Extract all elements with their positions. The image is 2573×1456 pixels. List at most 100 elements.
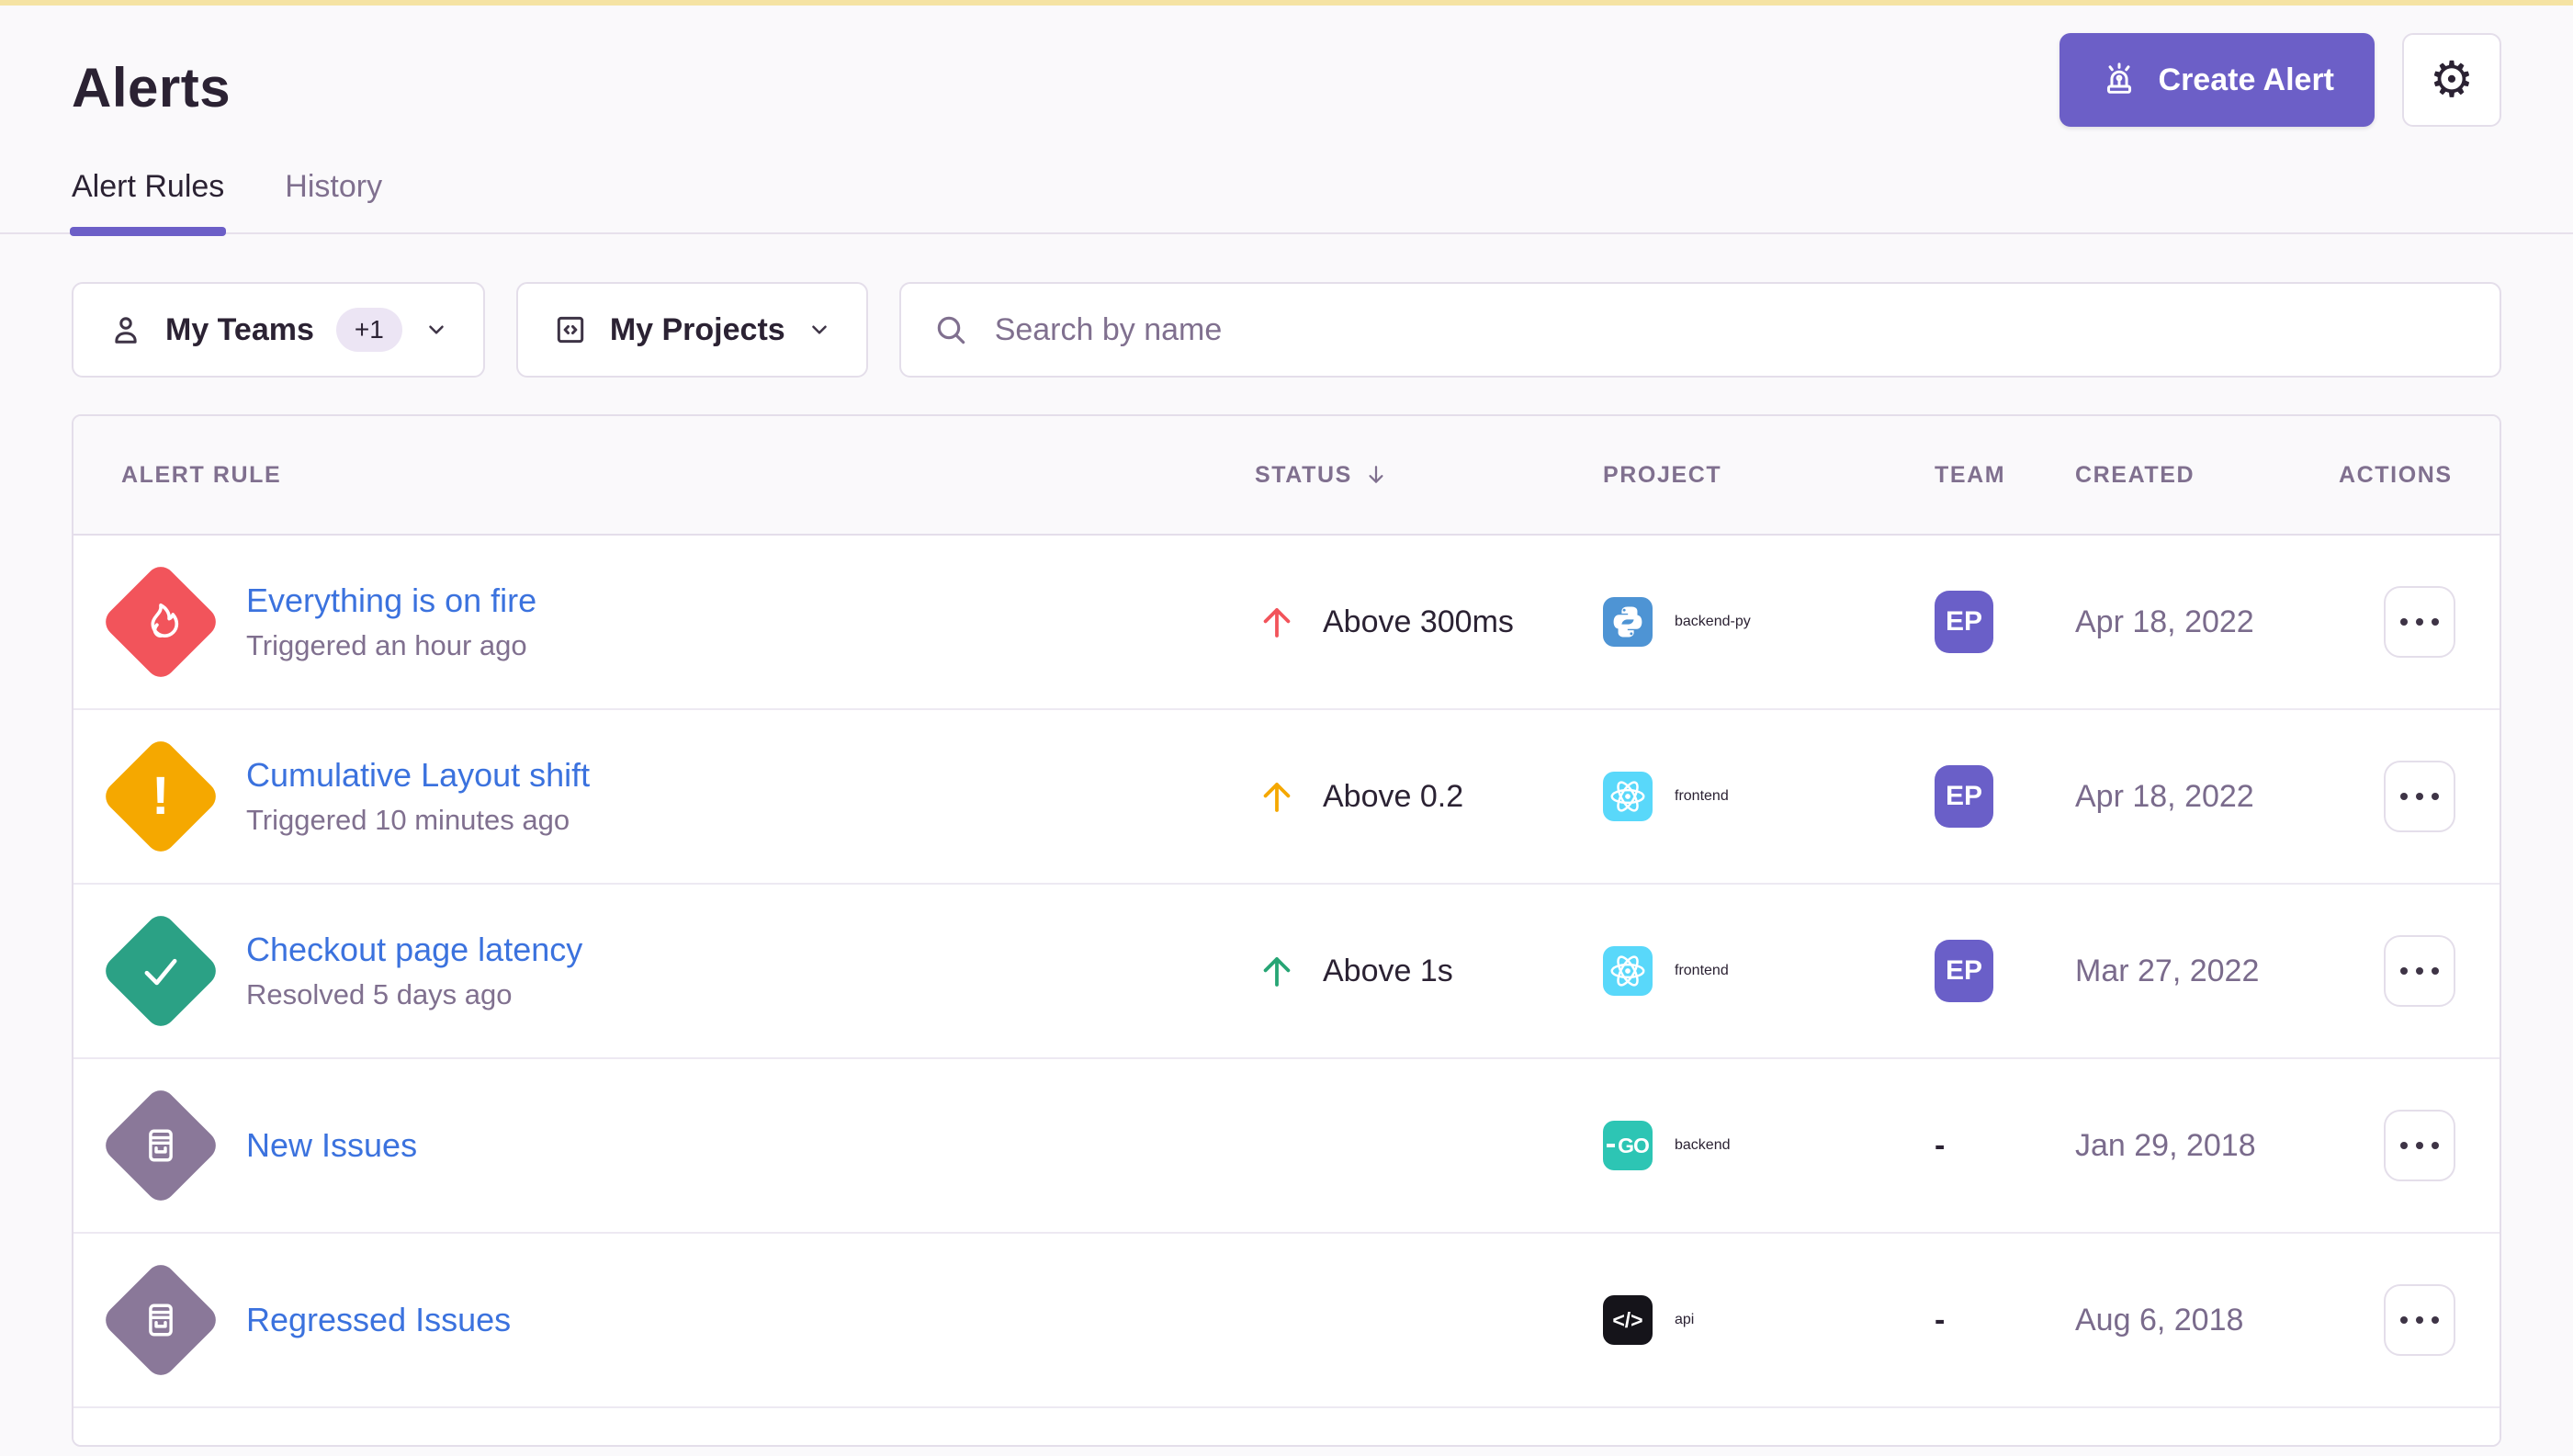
- project-cell: GO </> frontend: [1603, 772, 1935, 821]
- project-link[interactable]: backend-py: [1675, 614, 1751, 629]
- alert-type-diamond: !: [99, 909, 222, 1033]
- settings-button[interactable]: ⚙: [2402, 33, 2501, 127]
- chevron-down-icon: [424, 318, 448, 342]
- alert-rule-cell: ! Everything is on fire Triggered an h: [73, 560, 1255, 683]
- column-header-alert-rule: ALERT RULE: [121, 461, 282, 488]
- status-cell: Above 1s: [1255, 949, 1603, 993]
- actions-cell: [2339, 761, 2500, 832]
- column-header-status[interactable]: STATUS: [1255, 462, 1603, 489]
- code-icon: </>: [1612, 1307, 1643, 1332]
- status-label: Above 0.2: [1323, 778, 1464, 814]
- ellipsis-icon: [2399, 793, 2408, 800]
- python-icon: [1608, 602, 1648, 642]
- created-date: Mar 27, 2022: [2075, 953, 2260, 988]
- alert-rule-name-link[interactable]: Regressed Issues: [246, 1301, 512, 1338]
- team-cell: EP: [1935, 940, 2075, 1002]
- alert-rule-status-text: Triggered an hour ago: [246, 629, 527, 661]
- alert-rule-cell: ! Regressed Issues: [73, 1258, 1255, 1382]
- created-date: Apr 18, 2022: [2075, 778, 2254, 814]
- threshold-up-arrow-icon: [1255, 600, 1299, 644]
- actions-cell: [2339, 586, 2500, 658]
- alert-rule-cell: ! Cumulative Layout shift Triggered 10: [73, 735, 1255, 858]
- alert-rule-status-text: Resolved 5 days ago: [246, 978, 513, 1010]
- create-alert-label: Create Alert: [2158, 62, 2334, 97]
- column-header-status-label: STATUS: [1255, 461, 1352, 488]
- fire-icon: [137, 598, 185, 646]
- status-label: Above 300ms: [1323, 604, 1514, 639]
- siren-icon: [2100, 61, 2139, 99]
- search-icon: [932, 311, 969, 348]
- alert-rule-name-link[interactable]: New Issues: [246, 1126, 418, 1164]
- projects-filter-label: My Projects: [609, 311, 785, 347]
- table-row-partial: [73, 1408, 2500, 1445]
- alert-type-diamond: !: [99, 735, 222, 858]
- alert-type-diamond: !: [99, 560, 222, 683]
- table-header-row: ALERT RULE STATUS PROJECT TEAM CREATED A…: [73, 416, 2500, 536]
- project-platform-icon: GO </>: [1603, 946, 1653, 996]
- table-row: ! Regressed Issues: [73, 1234, 2500, 1408]
- project-platform-icon: GO </>: [1603, 1295, 1653, 1345]
- column-header-project: PROJECT: [1603, 461, 1722, 488]
- table-row: ! Checkout page latency Resolved 5 day: [73, 885, 2500, 1059]
- ellipsis-icon: [2399, 618, 2408, 626]
- row-actions-button[interactable]: [2383, 761, 2455, 832]
- status-cell: Above 0.2: [1255, 774, 1603, 818]
- project-platform-icon: GO </>: [1603, 772, 1653, 821]
- row-actions-button[interactable]: [2383, 935, 2455, 1007]
- go-icon: GO: [1607, 1134, 1650, 1158]
- page-header: Alerts Create Alert ⚙ Alert Rules Histor: [0, 6, 2573, 236]
- column-header-team: TEAM: [1935, 461, 2006, 488]
- project-platform-icon: GO </>: [1603, 1121, 1653, 1170]
- react-icon: [1607, 775, 1649, 818]
- react-icon: [1607, 950, 1649, 992]
- alert-rules-table: ALERT RULE STATUS PROJECT TEAM CREATED A…: [72, 414, 2501, 1447]
- table-body: ! Everything is on fire Triggered an h: [73, 536, 2500, 1408]
- team-cell: EP: [1935, 591, 2075, 653]
- table-row: ! New Issues: [73, 1059, 2500, 1234]
- projects-filter-dropdown[interactable]: My Projects: [515, 282, 868, 378]
- project-cell: GO </> api: [1603, 1295, 1935, 1345]
- team-empty-dash: -: [1935, 1127, 1946, 1163]
- project-link[interactable]: frontend: [1675, 963, 1729, 978]
- project-link[interactable]: api: [1675, 1312, 1695, 1327]
- main-content: My Teams +1 My Projects: [0, 234, 2573, 1447]
- teams-extra-count-badge: +1: [335, 308, 402, 352]
- alert-rule-cell: ! New Issues: [73, 1084, 1255, 1207]
- ellipsis-icon: [2399, 1316, 2408, 1324]
- actions-cell: [2339, 1110, 2500, 1181]
- search-input[interactable]: [992, 284, 2468, 376]
- actions-cell: [2339, 935, 2500, 1007]
- row-actions-button[interactable]: [2383, 1284, 2455, 1356]
- team-cell: EP: [1935, 765, 2075, 828]
- chevron-down-icon: [807, 318, 831, 342]
- issues-icon: [140, 1124, 182, 1167]
- tab-alert-rules[interactable]: Alert Rules: [69, 169, 227, 236]
- teams-filter-dropdown[interactable]: My Teams +1: [72, 282, 485, 378]
- sort-desc-icon: [1363, 462, 1389, 488]
- status-cell: Above 300ms: [1255, 600, 1603, 644]
- team-cell: -: [1935, 1303, 2075, 1338]
- row-actions-button[interactable]: [2383, 586, 2455, 658]
- tab-history[interactable]: History: [285, 169, 383, 204]
- search-box: [898, 282, 2501, 378]
- alert-rule-status-text: Triggered 10 minutes ago: [246, 804, 570, 836]
- top-banner-strip: [0, 0, 2573, 6]
- alert-rule-name-link[interactable]: Checkout page latency: [246, 931, 583, 968]
- alert-rule-name-link[interactable]: Cumulative Layout shift: [246, 756, 591, 794]
- created-date: Aug 6, 2018: [2075, 1302, 2244, 1337]
- gear-icon: ⚙: [2429, 52, 2475, 107]
- project-link[interactable]: backend: [1675, 1137, 1731, 1153]
- status-label: Above 1s: [1323, 953, 1453, 988]
- row-actions-button[interactable]: [2383, 1110, 2455, 1181]
- check-icon: [137, 947, 185, 995]
- created-date: Apr 18, 2022: [2075, 604, 2254, 639]
- create-alert-button[interactable]: Create Alert: [2059, 33, 2375, 127]
- issues-icon: [140, 1299, 182, 1341]
- alert-rule-name-link[interactable]: Everything is on fire: [246, 581, 537, 619]
- team-empty-dash: -: [1935, 1302, 1946, 1337]
- team-cell: -: [1935, 1128, 2075, 1164]
- project-link[interactable]: frontend: [1675, 788, 1729, 804]
- actions-cell: [2339, 1284, 2500, 1356]
- column-header-actions: ACTIONS: [2339, 461, 2453, 488]
- table-row: ! Cumulative Layout shift Triggered 10: [73, 710, 2500, 885]
